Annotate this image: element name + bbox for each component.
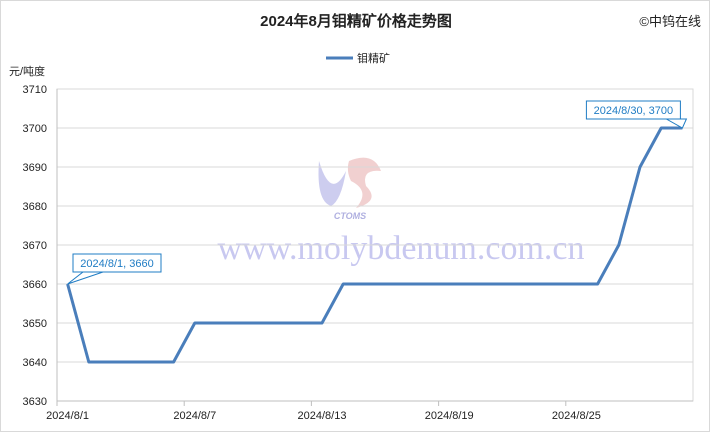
annotation-box — [585, 100, 681, 120]
y-tick-label: 3650 — [23, 318, 47, 330]
x-tick-label: 2024/8/25 — [552, 410, 601, 422]
y-tick-label: 3640 — [23, 357, 47, 369]
x-tick-label: 2024/8/13 — [298, 410, 347, 422]
y-tick-label: 3700 — [23, 123, 47, 135]
y-tick-label: 3680 — [23, 201, 47, 213]
legend-label: 钼精矿 — [357, 51, 390, 65]
watermark-text: www.molybdenum.com.cn — [217, 230, 584, 267]
ctoms-logo: CTOMS — [318, 157, 381, 221]
annotation-label: 2024/8/30, 3700 — [594, 105, 674, 117]
y-tick-label: 3690 — [23, 162, 47, 174]
y-tick-label: 3630 — [23, 396, 47, 408]
x-tick-label: 2024/8/7 — [173, 410, 216, 422]
y-tick-label: 3710 — [23, 84, 47, 96]
legend: 钼精矿 — [326, 51, 390, 65]
y-tick-label: 3660 — [23, 279, 47, 291]
series-line — [66, 126, 683, 364]
svg-text:CTOMS: CTOMS — [334, 211, 366, 221]
y-axis-label: 元/吨度 — [9, 64, 45, 78]
annotation-label: 2024/8/1, 3660 — [80, 258, 153, 270]
y-tick-label: 3670 — [23, 240, 47, 252]
annotation-box — [72, 253, 162, 273]
x-tick-label: 2024/8/1 — [46, 410, 89, 422]
x-tick-label: 2024/8/19 — [425, 410, 474, 422]
copyright-text: ©中钨在线 — [639, 14, 701, 29]
watermark: CTOMS www.molybdenum.com.cn — [217, 157, 585, 267]
annotation-pointer — [67, 271, 104, 285]
chart-title: 2024年8月钼精矿价格走势图 — [260, 12, 452, 30]
